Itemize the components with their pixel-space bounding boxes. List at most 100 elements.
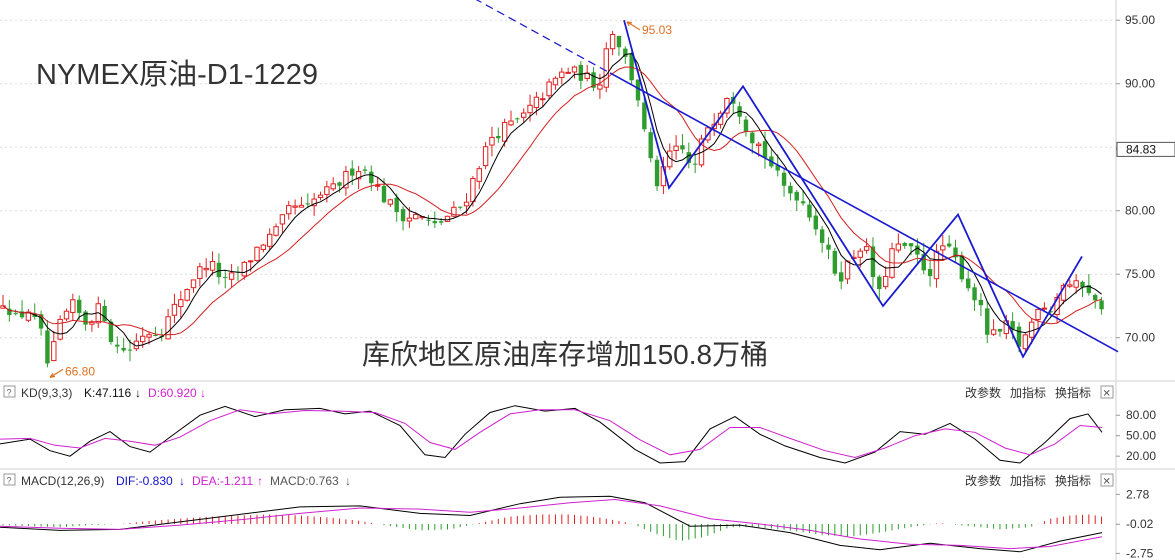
candle-body xyxy=(927,269,933,277)
candle-body xyxy=(844,260,851,280)
kd-close-icon: ✕ xyxy=(1103,389,1111,400)
ma-short-line xyxy=(2,52,1102,347)
candle-body xyxy=(915,245,920,255)
candle-body xyxy=(324,186,330,195)
candle-body xyxy=(882,276,889,288)
candle-body xyxy=(146,334,152,338)
price-tick-label: 70.00 xyxy=(1125,331,1155,345)
candle-body xyxy=(750,132,755,144)
candle-body xyxy=(863,246,870,251)
candle-body xyxy=(902,242,907,246)
kd-switch-indicator-button[interactable]: 换指标 xyxy=(1055,385,1091,400)
macd-add-indicator-button[interactable]: 加指标 xyxy=(1010,473,1046,488)
candle-body xyxy=(959,255,965,280)
candle-body xyxy=(743,119,749,132)
candle-body xyxy=(857,250,863,258)
current-price-box xyxy=(1116,141,1175,157)
candle-body xyxy=(362,169,368,171)
candle-body xyxy=(648,132,653,159)
candle-body xyxy=(813,215,818,230)
candle-body xyxy=(921,254,926,271)
candle-body xyxy=(515,118,520,120)
candle-body xyxy=(311,198,317,207)
candle-body xyxy=(228,272,235,280)
candle-body xyxy=(32,313,37,317)
candle-body xyxy=(444,215,451,222)
kd-change-params-button[interactable]: 改参数 xyxy=(965,385,1001,400)
candle-body xyxy=(1086,285,1092,294)
current-price-marker: 84.83 xyxy=(1116,141,1175,157)
candle-body xyxy=(807,204,812,218)
kd-help-icon: ? xyxy=(7,388,12,398)
candle-body xyxy=(489,136,495,146)
kd-help-button[interactable]: ? xyxy=(3,385,16,398)
candle-body xyxy=(800,201,806,204)
candle-body xyxy=(470,177,476,203)
kd-close-button[interactable]: ✕ xyxy=(1100,385,1114,400)
macd-macd-down-icon: ↓ xyxy=(345,474,351,488)
candle-body xyxy=(839,272,844,282)
candle-body xyxy=(501,122,508,142)
kd-add-indicator-button[interactable]: 加指标 xyxy=(1010,385,1046,400)
candle-body xyxy=(400,209,406,222)
candle-body xyxy=(451,206,457,217)
candle-body xyxy=(77,299,82,313)
candle-body xyxy=(203,267,209,271)
candle-body xyxy=(197,266,203,279)
candle-body xyxy=(1041,307,1048,310)
candle-body xyxy=(826,244,831,250)
macd-switch-indicator-button[interactable]: 换指标 xyxy=(1055,473,1091,488)
candle-body xyxy=(946,243,952,247)
candle-body xyxy=(609,33,616,50)
candle-body xyxy=(374,184,381,187)
candle-body xyxy=(1093,294,1098,301)
candle-body xyxy=(51,341,57,362)
kd-tick-label: 20.00 xyxy=(1126,449,1156,463)
macd-help-button[interactable]: ? xyxy=(3,473,16,486)
candle-body xyxy=(292,205,298,208)
kd-k-line xyxy=(0,405,1103,464)
macd-axis: 2.78 -0.02 -2.75 xyxy=(1116,487,1154,560)
candle-body xyxy=(1080,281,1085,288)
candle-body xyxy=(546,81,552,97)
candle-body xyxy=(978,300,984,306)
macd-close-button[interactable]: ✕ xyxy=(1100,473,1114,488)
macd-histogram xyxy=(2,514,1103,541)
candle-body xyxy=(642,102,647,130)
kd-tick-label: 80.00 xyxy=(1126,408,1156,422)
candle-body xyxy=(635,79,641,101)
candle-body xyxy=(877,276,882,289)
candle-body xyxy=(63,310,70,320)
macd-change-params-button[interactable]: 改参数 xyxy=(965,473,1001,488)
kd-label: KD(9,3,3) xyxy=(21,386,72,400)
candle-body xyxy=(432,221,437,224)
candle-body xyxy=(933,250,940,280)
macd-dif-value: DIF:-0.830 xyxy=(116,474,173,488)
high-arrow-icon xyxy=(626,21,641,31)
candle-body xyxy=(870,246,876,277)
candle-body xyxy=(508,120,514,126)
candle-body xyxy=(686,152,691,163)
candle-body xyxy=(597,84,603,90)
candle-body xyxy=(426,219,431,221)
candle-body xyxy=(953,247,958,258)
candle-body xyxy=(19,311,25,318)
candle-body xyxy=(527,104,533,114)
candle-body xyxy=(1048,311,1053,313)
candle-body xyxy=(908,243,914,247)
candle-body xyxy=(692,163,698,165)
kd-d-value: D:60.920 xyxy=(148,386,197,400)
candle-body xyxy=(775,165,780,171)
candle-body xyxy=(273,226,279,236)
moving-average-lines xyxy=(2,52,1102,347)
candle-body xyxy=(184,289,190,301)
candle-body xyxy=(394,197,399,213)
candle-body xyxy=(102,306,107,322)
ma-long-line xyxy=(2,66,1102,336)
macd-tick-label: -0.02 xyxy=(1126,517,1154,531)
candle-body xyxy=(476,168,482,182)
candle-body xyxy=(990,329,997,335)
candle-body xyxy=(343,171,349,189)
candle-body xyxy=(83,311,88,325)
